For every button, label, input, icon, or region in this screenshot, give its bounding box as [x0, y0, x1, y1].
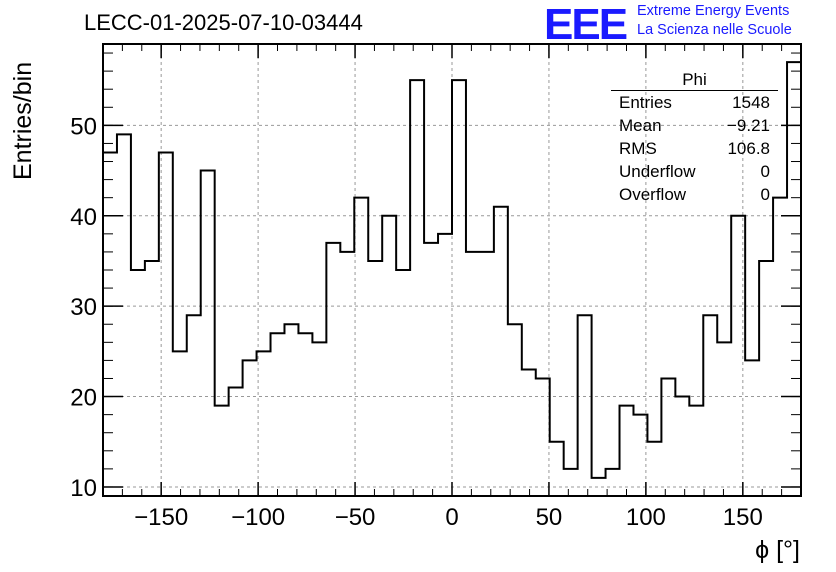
stats-row-underflow: Underflow 0 [611, 162, 778, 185]
stats-value: 0 [760, 185, 770, 204]
y-tick-label: 50 [70, 113, 97, 140]
histogram-line [103, 61, 801, 479]
x-tick-label: 100 [626, 504, 666, 531]
stats-label: RMS [619, 139, 657, 158]
stats-value: 1548 [732, 93, 770, 112]
x-tick-label: −50 [335, 504, 376, 531]
stats-label: Overflow [619, 185, 687, 204]
x-tick-label: 0 [445, 504, 458, 531]
chart-title: LECC-01-2025-07-10-03444 [84, 10, 363, 35]
stats-row-mean: Mean −9.21 [611, 116, 778, 139]
y-tick-label: 40 [70, 204, 97, 231]
x-tick-label: 150 [723, 504, 763, 531]
stats-value: 106.8 [727, 139, 770, 158]
x-tick-label: 50 [536, 504, 563, 531]
y-tick-label: 30 [70, 294, 97, 321]
logo-caption: Extreme Energy Events La Scienza nelle S… [637, 2, 792, 40]
stats-value: 0 [760, 162, 770, 181]
stats-label: Underflow [619, 162, 696, 181]
y-tick-label: 20 [70, 385, 97, 412]
stats-box: Phi Entries 1548 Mean −9.21 RMS 106.8 Un… [611, 70, 778, 208]
logo-caption-line1: Extreme Energy Events [637, 3, 790, 19]
tick-labels: −150 −100 −50 0 50 100 150 10 20 30 40 50 [70, 113, 763, 531]
stats-label: Mean [619, 116, 662, 135]
axis-ticks [102, 44, 802, 496]
stats-row-rms: RMS 106.8 [611, 139, 778, 162]
stats-value: −9.21 [726, 116, 770, 135]
stats-divider [611, 90, 778, 91]
x-tick-label: −150 [134, 504, 188, 531]
logo-caption-line2: La Scienza nelle Scuole [637, 22, 792, 38]
stats-label: Entries [619, 93, 672, 112]
x-axis-label: ϕ [°] [755, 536, 800, 564]
stats-row-overflow: Overflow 0 [611, 185, 778, 208]
y-axis-label: Entries/bin [9, 62, 37, 180]
stats-row-entries: Entries 1548 [611, 93, 778, 116]
eee-logo: EEE [544, 0, 628, 49]
x-tick-label: −100 [231, 504, 285, 531]
stats-title: Phi [682, 70, 707, 89]
y-tick-label: 10 [70, 475, 97, 502]
